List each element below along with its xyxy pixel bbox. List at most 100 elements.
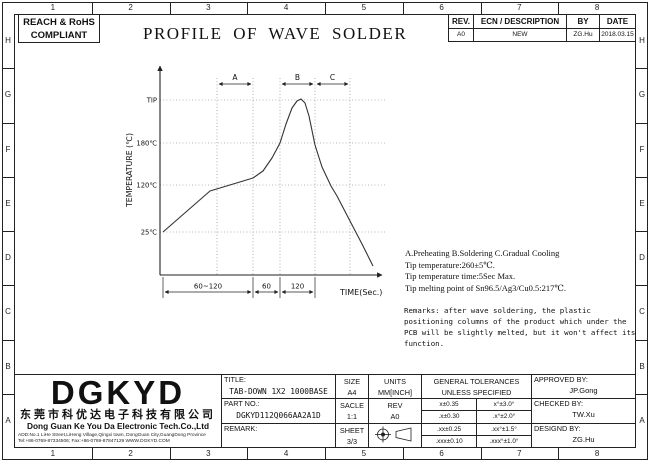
grid-tick [480, 2, 482, 14]
grid-col-label: 5 [361, 3, 367, 12]
grid-row-label: H [639, 36, 645, 46]
grid-row-label: D [5, 253, 11, 263]
units-label: UNITS [384, 377, 406, 386]
part-no-cell: PART NO.: DGKYD112Q066AA2A1D [222, 399, 336, 424]
company-name-en: Dong Guan Ke You Da Electronic Tech.Co.,… [26, 421, 210, 431]
grid-col-label: 1 [50, 3, 56, 12]
grid-tick [2, 393, 14, 395]
y-axis-title: TEMPERATURE (℃) [125, 133, 134, 208]
grid-row-label: D [639, 253, 645, 263]
company-contact: Tel:+86-0769-87334506; Fax:+86-0769-8784… [18, 438, 170, 444]
sheet-label: SHEET [339, 426, 365, 435]
remark-label: REMARK: [224, 424, 258, 433]
grid-row-label: G [4, 90, 12, 100]
company-logo: DGKYD [50, 375, 186, 411]
grid-row-label: B [639, 361, 645, 371]
units-value: MM[INCH] [377, 388, 413, 397]
grid-tick [402, 448, 404, 460]
grid-tick [247, 2, 249, 14]
notes-line3: Tip melting point of Sn96.5/Ag3/Cu0.5:21… [405, 282, 567, 293]
rev-value: A0 [449, 29, 474, 41]
grid-col-label: 3 [206, 3, 211, 12]
rev-value: A0 [390, 412, 400, 421]
checked-by-cell: CHECKED BY: TW.Xu [532, 399, 635, 424]
scale-label: SACLE [340, 401, 364, 410]
notes-line1: Tip temperature:260±5℃. [405, 259, 495, 270]
approved-by-cell: APPROVED BY: JP.Gong [532, 375, 635, 399]
grid-tick [480, 448, 482, 460]
grid-tick [2, 68, 14, 70]
grid-tick [636, 68, 648, 70]
ytick-180: 180℃ [136, 140, 157, 148]
grid-row-label: B [5, 361, 11, 371]
tolerance-mm-3: .xx±0.25 [422, 424, 477, 436]
grid-tick [2, 122, 14, 124]
compliance-box: REACH & RoHS COMPLIANT [18, 14, 100, 43]
grid-col-label: 5 [361, 449, 367, 458]
grid-row-label: C [5, 307, 11, 317]
grid-tick [2, 339, 14, 341]
units-cell: UNITS MM[INCH] [369, 375, 422, 399]
compliance-line2: COMPLIANT [30, 30, 88, 41]
designed-by-cell: DESIGND BY: ZG.Hu [532, 424, 635, 447]
grid-row-label: E [639, 198, 645, 208]
date-col-header: DATE [600, 15, 635, 29]
grid-col-label: 7 [517, 449, 522, 458]
grid-tick [2, 231, 14, 232]
grid-tick [558, 2, 560, 14]
approved-by-value: JP.Gong [569, 385, 598, 395]
grid-col-label: 6 [439, 3, 444, 12]
grid-col-label: 6 [439, 449, 444, 458]
part-no-label: PART NO.: [224, 399, 260, 408]
by-col-header: BY [567, 15, 600, 29]
grid-tick [325, 448, 326, 460]
dim-120-label: 120 [291, 283, 304, 291]
title-value: TAB-DOWN 1X2 1000BASE [229, 386, 328, 396]
rev-col-header: REV. [449, 15, 474, 29]
grid-row-label: C [639, 307, 645, 317]
grid-col-label: 8 [594, 3, 600, 12]
dim-preheat-label: 60~120 [194, 283, 222, 291]
tolerance-deg-2: .x°±2.0° [477, 411, 532, 424]
notes-legend: A.Preheating B.Soldering C.Gradual Cooli… [405, 248, 560, 258]
dimension-extensions [162, 277, 316, 298]
grid-tick [636, 285, 648, 287]
grid-tick [636, 176, 648, 178]
region-b-label: B [295, 73, 300, 82]
region-a-label: A [232, 73, 238, 82]
size-label: SIZE [343, 377, 361, 386]
designed-by-value: ZG.Hu [572, 434, 595, 444]
projection-cell [369, 424, 422, 447]
grid-tick [636, 231, 648, 232]
grid-col-label: 3 [206, 449, 211, 458]
ytick-tip: TIP [146, 97, 157, 105]
size-cell: SIZE A4 [336, 375, 369, 399]
sheet-value: 3/3 [346, 437, 358, 446]
grid-col-label: 4 [283, 3, 289, 12]
ytick-25: 25℃ [141, 229, 158, 237]
grid-col-label: 2 [128, 449, 133, 458]
approved-by-label: APPROVED BY: [534, 375, 588, 384]
tolerance-header-line1: GENERAL TOLERANCES [433, 377, 520, 386]
grid-row-label: A [639, 415, 645, 425]
sheet-cell: SHEET 3/3 [336, 424, 369, 447]
grid-row-label: H [5, 36, 11, 46]
ytick-120: 120℃ [136, 182, 157, 190]
projection-symbol-icon [375, 426, 412, 443]
grid-tick [2, 176, 14, 178]
grid-row-label: A [5, 415, 11, 425]
tolerance-deg-1: x°±3.0° [477, 399, 532, 411]
grid-tick [169, 2, 171, 14]
tolerance-mm-4: .xxx±0.10 [422, 436, 477, 447]
size-value: A4 [347, 388, 357, 397]
title-cell: TITLE: TAB-DOWN 1X2 1000BASE [222, 375, 336, 399]
compliance-line1: REACH & RoHS [23, 17, 95, 28]
grid-col-label: 8 [594, 449, 600, 458]
grid-tick [325, 2, 326, 14]
scale-value: 1:1 [346, 412, 358, 421]
company-cell: DGKYD 东莞市科优达电子科技有限公司 Dong Guan Ke You Da… [15, 375, 222, 447]
horizontal-gridlines [160, 99, 386, 233]
title-label: TITLE: [224, 375, 246, 384]
grid-row-label: F [5, 144, 11, 154]
